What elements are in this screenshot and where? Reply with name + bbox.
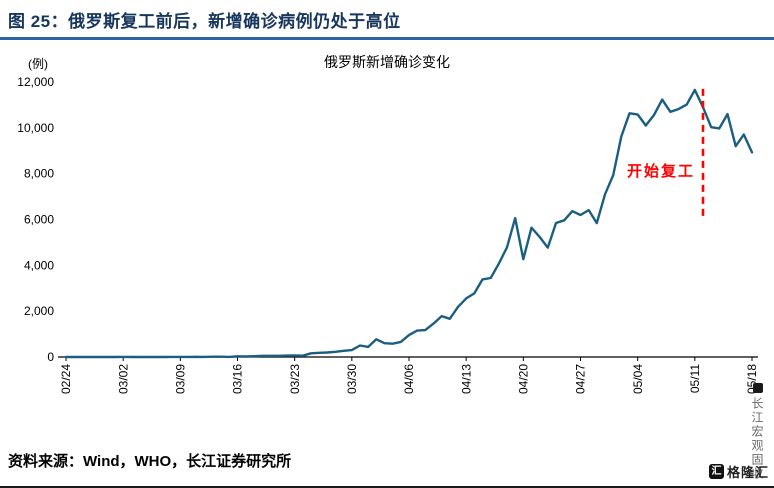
svg-text:12,000: 12,000	[17, 75, 54, 89]
line-chart: 0 2,000 4,000 6,000 8,000 10,000 12,000 02/24 03…	[17, 75, 759, 394]
figure-title: 图 25：俄罗斯复工前后，新增确诊病例仍处于高位	[8, 12, 401, 31]
svg-text:8,000: 8,000	[24, 167, 54, 181]
vertical-watermark: 长江宏观固收	[749, 383, 766, 481]
svg-text:04/20: 04/20	[517, 364, 531, 394]
y-axis-unit-label: (例)	[28, 57, 48, 71]
svg-text:04/13: 04/13	[459, 364, 473, 394]
svg-text:2,000: 2,000	[24, 304, 54, 318]
svg-text:4,000: 4,000	[24, 258, 54, 272]
svg-text:6,000: 6,000	[24, 213, 54, 227]
gelonghui-logo: 汇 格隆汇	[708, 462, 769, 481]
svg-text:04/06: 04/06	[402, 364, 416, 394]
watermark-logo-icon	[752, 383, 763, 393]
svg-text:开始复工: 开始复工	[627, 162, 695, 180]
svg-text:0: 0	[47, 350, 54, 364]
svg-text:03/16: 03/16	[231, 364, 245, 394]
chart-title: 俄罗斯新增确诊变化	[324, 54, 450, 70]
svg-text:03/23: 03/23	[288, 364, 302, 394]
gelonghui-logo-icon: 汇	[708, 464, 724, 479]
gelonghui-logo-text: 格隆汇	[726, 465, 769, 480]
svg-text:03/30: 03/30	[345, 364, 359, 394]
watermark-text: 长江宏观固收	[750, 397, 764, 481]
svg-text:05/04: 05/04	[631, 364, 645, 394]
svg-text:10,000: 10,000	[17, 121, 54, 135]
svg-text:02/24: 02/24	[59, 364, 73, 394]
svg-text:03/09: 03/09	[174, 364, 188, 394]
figure-header: 图 25：俄罗斯复工前后，新增确诊病例仍处于高位	[0, 0, 774, 40]
svg-text:03/02: 03/02	[116, 364, 130, 394]
svg-text:05/11: 05/11	[688, 364, 702, 393]
source-note: 资料来源：Wind，WHO，长江证券研究所	[8, 453, 292, 470]
svg-text:04/27: 04/27	[574, 364, 588, 394]
